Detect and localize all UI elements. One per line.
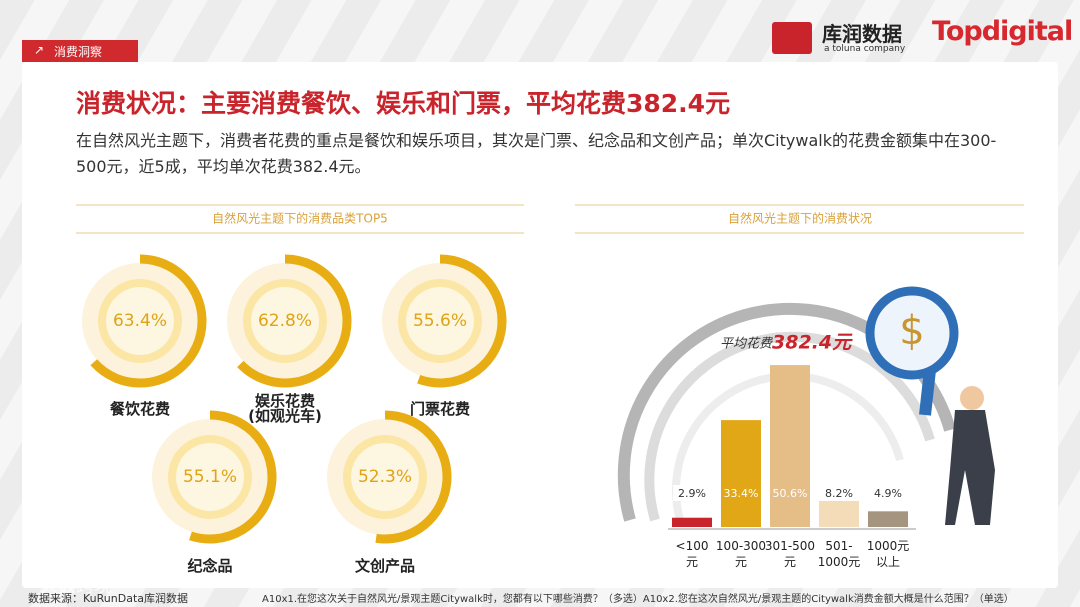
bar [868, 511, 908, 527]
value-label: 50.6% [773, 487, 808, 500]
tag-box [22, 40, 138, 62]
note: A10x1.在您这次关于自然风光/景观主题Citywalk时，您都有以下哪些消费… [262, 594, 1014, 605]
category-label: 娱乐花费 (如观光车) [248, 392, 322, 425]
watermark: 大数跨境 [40, 576, 112, 597]
ring-core [406, 287, 474, 355]
source: 数据来源：KuRunData库润数据 [28, 592, 188, 605]
bar [770, 365, 810, 527]
category-label: <100 元 [675, 539, 709, 569]
bar [672, 517, 712, 527]
tag-arrow: ↗ [34, 43, 45, 57]
category-label: 文创产品 [354, 557, 415, 575]
person [945, 410, 995, 525]
chart-title: 自然风光主题下的消费状况 [728, 211, 872, 226]
person-head [960, 386, 984, 410]
value-label: 4.9% [874, 487, 902, 500]
label-bg [673, 485, 711, 501]
ring-arc [90, 254, 207, 388]
value-label: 8.2% [825, 487, 853, 500]
ring-core [351, 443, 419, 511]
deco-arc [672, 371, 904, 522]
ring-arc [189, 410, 277, 544]
annotation: 382.4元 [772, 332, 853, 354]
value-label: 62.8% [258, 311, 312, 331]
annotation: 平均花费 [720, 337, 773, 352]
ring-arc [237, 254, 352, 388]
category-label: 1000元 以上 [866, 539, 910, 569]
value-label: 52.3% [358, 467, 412, 487]
tag: 消费洞察 [54, 45, 103, 59]
brand-logo [772, 22, 812, 54]
category-label: 餐饮花费 [109, 400, 170, 418]
label-bg [869, 485, 907, 501]
ring-core [251, 287, 319, 355]
brand-name: 库润数据 [822, 22, 902, 46]
partner-logo: Topdigital [932, 16, 1073, 47]
magnifier [865, 286, 959, 380]
value-label: 55.6% [413, 311, 467, 331]
dollar-icon: $ [899, 308, 924, 354]
deco-arc [644, 331, 935, 522]
label-bg [820, 485, 858, 501]
category-label: 纪念品 [187, 557, 233, 575]
brand-sub: a toluna company [824, 44, 906, 54]
category-label: 100-300 元 [715, 539, 767, 569]
headline: 消费状况：主要消费餐饮、娱乐和门票，平均花费382.4元 [76, 89, 731, 118]
value-label: 2.9% [678, 487, 706, 500]
bar [819, 500, 859, 527]
ring-core [106, 287, 174, 355]
ring-core [176, 443, 244, 511]
category-label: 门票花费 [409, 400, 470, 418]
category-label: 501- 1000元 [817, 539, 861, 569]
chart-title: 自然风光主题下的消费品类TOP5 [212, 211, 388, 226]
bar [721, 420, 761, 527]
ring-arc [375, 410, 452, 544]
ring-arc [417, 254, 507, 388]
category-label: 301-500 元 [764, 539, 816, 569]
value-label: 33.4% [724, 487, 759, 500]
magnifier-handle [919, 369, 936, 416]
value-label: 63.4% [113, 311, 167, 331]
value-label: 55.1% [183, 467, 237, 487]
summary: 在自然风光主题下，消费者花费的重点是餐饮和娱乐项目，其次是门票、纪念品和文创产品… [76, 131, 997, 176]
